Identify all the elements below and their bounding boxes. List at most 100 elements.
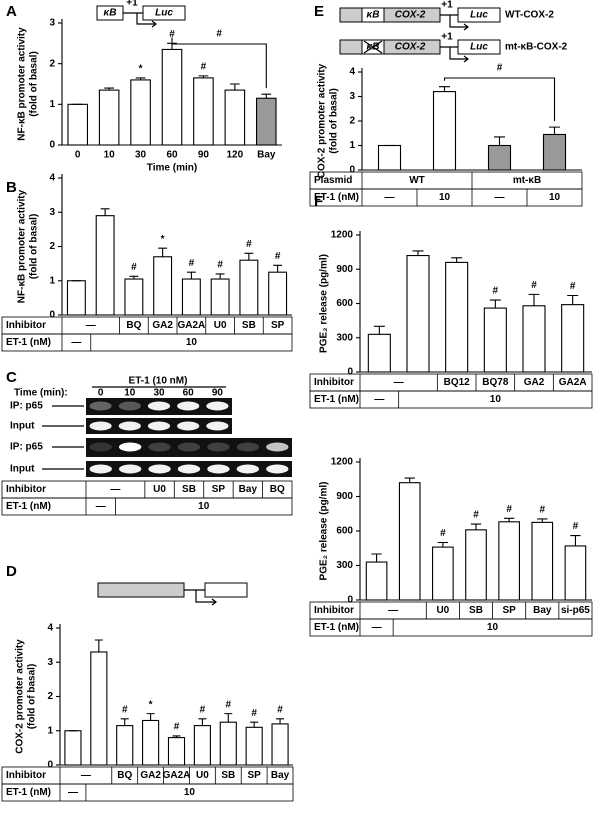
- table-cell: Bay: [533, 605, 552, 616]
- error-bar: [451, 257, 463, 263]
- table-cell: —: [385, 192, 395, 203]
- gel-band: [147, 421, 171, 431]
- error-bar: [244, 252, 254, 261]
- y-axis-label: NF-κB promoter activity: [17, 27, 28, 141]
- gel-band: [118, 421, 141, 431]
- table-cell: —: [71, 337, 81, 348]
- y-axis-label: COX-2 promoter activity: [15, 639, 26, 754]
- significance-mark: #: [275, 251, 281, 262]
- error-bar: [528, 293, 540, 306]
- gel-band: [147, 401, 171, 411]
- table-cell: 10: [186, 337, 198, 348]
- error-bar: [371, 553, 382, 563]
- schematic-text: κB: [367, 42, 380, 53]
- gel-band: [118, 464, 142, 474]
- schematic-text: COX-2: [395, 10, 426, 21]
- bar: [219, 721, 237, 766]
- y-tick-label: 3: [49, 18, 55, 29]
- bracket-label: #: [497, 63, 503, 74]
- table-row: [309, 618, 593, 637]
- error-bar: [186, 271, 196, 280]
- y-tick-label: 300: [336, 560, 353, 571]
- time-label: 0: [98, 388, 104, 399]
- bar: [465, 529, 487, 601]
- y-tick-label: 600: [336, 526, 353, 537]
- table-cell: U0: [214, 320, 227, 331]
- table-cell: —: [96, 501, 106, 512]
- y-tick-label: 0: [49, 140, 55, 151]
- gel-band: [89, 421, 112, 431]
- table-cell: —: [110, 484, 120, 495]
- gel-band: [266, 464, 289, 474]
- bar: [406, 255, 430, 373]
- table-cell: GA2A: [177, 320, 205, 331]
- schematic-text: κB: [367, 10, 380, 21]
- error-bar: [198, 75, 209, 78]
- table-cell: si-p65: [561, 605, 590, 616]
- y-tick-label: 900: [336, 491, 353, 502]
- error-bar: [276, 718, 285, 724]
- error-bar: [537, 518, 548, 523]
- bar: [542, 133, 567, 171]
- bar: [432, 546, 454, 601]
- y-tick-label: 1: [49, 99, 55, 110]
- error-bar: [404, 477, 415, 483]
- error-bar: [489, 299, 501, 309]
- bracket: [443, 77, 556, 122]
- schematic-text: Luc: [155, 8, 173, 19]
- error-bar: [470, 523, 482, 530]
- gel-band: [206, 401, 229, 411]
- bracket: [171, 37, 267, 89]
- gel-band: [207, 464, 230, 474]
- bar: [487, 144, 512, 171]
- error-bar: [129, 275, 139, 280]
- y-tick-label: 4: [47, 623, 53, 634]
- y-axis-label: (fold of basal): [29, 214, 40, 280]
- table-cell: SP: [502, 605, 516, 616]
- error-bar: [273, 264, 283, 273]
- table-row-label: Plasmid: [314, 175, 352, 186]
- schematic-text: Luc: [470, 42, 488, 53]
- y-tick-label: 2: [47, 691, 53, 702]
- schematic-text: +1: [441, 0, 453, 11]
- significance-mark: #: [440, 528, 446, 539]
- significance-mark: #: [570, 281, 576, 292]
- gel-row-label: Input: [10, 464, 35, 475]
- table-cell: —: [495, 192, 505, 203]
- table-cell: 10: [184, 787, 196, 798]
- panel-letter: E: [314, 3, 324, 20]
- significance-mark: #: [122, 704, 128, 715]
- error-bar: [146, 713, 155, 721]
- gel-band: [118, 401, 141, 411]
- gel-band: [236, 464, 260, 474]
- schematic-text: Luc: [470, 10, 488, 21]
- x-tick-label: 10: [104, 150, 116, 161]
- time-label: 90: [212, 388, 224, 399]
- table-cell: 10: [198, 501, 210, 512]
- x-axis-label: Time (min): [147, 163, 197, 174]
- bar: [67, 103, 89, 146]
- error-bar: [570, 535, 581, 546]
- bar: [498, 521, 520, 601]
- gel-band: [177, 464, 201, 474]
- bar: [561, 304, 585, 373]
- bar: [181, 278, 201, 316]
- bar: [483, 307, 507, 373]
- significance-mark: #: [201, 62, 207, 73]
- y-tick-label: 3: [349, 91, 355, 102]
- bar: [531, 521, 554, 601]
- table-cell: —: [394, 377, 404, 388]
- y-tick-label: 1200: [331, 457, 354, 468]
- y-tick-label: 1200: [331, 230, 354, 241]
- schematic-text: COX-2: [395, 42, 426, 53]
- panel-letter: A: [6, 3, 17, 20]
- table-cell: Bay: [239, 484, 258, 495]
- bar: [239, 259, 259, 316]
- table-cell: SB: [221, 770, 235, 781]
- gel-band: [266, 442, 289, 452]
- table-row-label: ET-1 (nM): [6, 501, 51, 512]
- gel-band: [177, 401, 200, 411]
- table-cell: GA2: [152, 320, 173, 331]
- bar: [365, 561, 388, 601]
